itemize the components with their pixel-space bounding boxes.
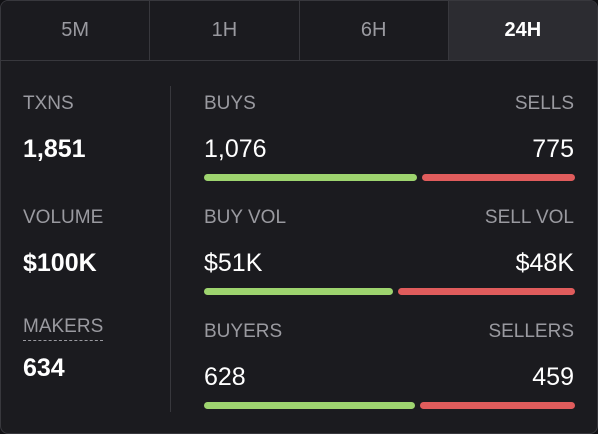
time-tab[interactable]: 5M <box>1 1 151 60</box>
buy-bar <box>204 402 416 409</box>
tab-bar: 5M 1H 6H 24H <box>1 1 597 61</box>
buy-value: 628 <box>204 363 246 391</box>
time-tab[interactable]: 1H <box>150 1 300 60</box>
summary-label: TXNS <box>23 93 74 114</box>
buy-value: 1,076 <box>204 135 267 163</box>
time-tab[interactable]: 24H <box>448 1 597 60</box>
sell-bar <box>397 288 575 295</box>
sell-bar <box>420 402 575 409</box>
buy-label: BUYS <box>204 93 256 114</box>
buy-bar <box>204 174 417 181</box>
summary-value: 634 <box>23 354 65 382</box>
sell-label: SELL VOL <box>484 207 574 228</box>
buy-value: $51K <box>204 249 263 277</box>
sell-bar <box>421 174 575 181</box>
sell-value: 775 <box>532 135 574 163</box>
buy-label: BUY VOL <box>204 207 287 228</box>
sell-label: SELLS <box>514 93 574 114</box>
sell-value: 459 <box>532 363 574 391</box>
summary-value: $100K <box>23 249 97 277</box>
summary-label: MAKERS <box>23 316 104 341</box>
divider <box>170 86 171 412</box>
sell-label: SELLERS <box>488 321 574 342</box>
buy-bar <box>204 288 393 295</box>
time-tab[interactable]: 6H <box>299 1 449 60</box>
summary-label: VOLUME <box>23 207 104 228</box>
summary-value: 1,851 <box>23 135 86 163</box>
buy-label: BUYERS <box>204 321 283 342</box>
sell-value: $48K <box>515 249 574 277</box>
